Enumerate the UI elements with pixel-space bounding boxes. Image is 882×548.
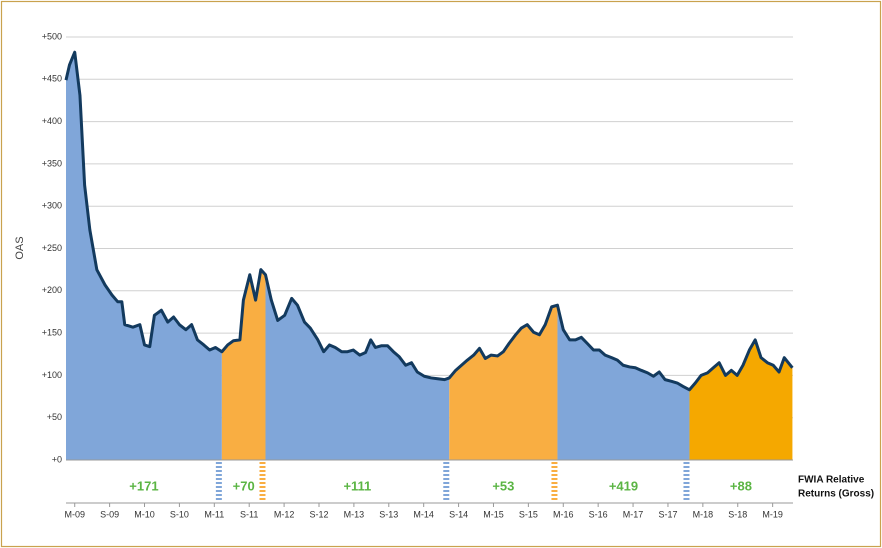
x-tick-label: M-09 <box>64 509 85 519</box>
x-tick-label: S-12 <box>309 509 328 519</box>
returns-legend: FWIA Relative <box>798 475 865 486</box>
y-tick-label: +300 <box>42 201 62 211</box>
return-label: +111 <box>343 478 371 493</box>
region-fill <box>221 269 266 460</box>
x-tick-label: M-16 <box>553 509 574 519</box>
x-tick-label: M-12 <box>274 509 295 519</box>
region-fill <box>265 274 450 460</box>
y-tick-label: +500 <box>42 31 62 41</box>
return-label: +53 <box>492 478 514 493</box>
x-tick-label: S-11 <box>240 509 258 519</box>
region-fill <box>557 305 690 460</box>
y-tick-label: +0 <box>52 454 62 464</box>
y-tick-label: +100 <box>42 370 62 380</box>
oas-line <box>64 50 794 392</box>
y-tick-label: +400 <box>42 116 62 126</box>
x-tick-label: S-15 <box>519 509 538 519</box>
x-tick-label: S-16 <box>589 509 608 519</box>
region-fill <box>449 305 558 460</box>
return-label: +171 <box>129 478 158 493</box>
x-tick-label: M-14 <box>413 509 434 519</box>
x-tick-label: M-11 <box>204 509 224 519</box>
returns-legend: Returns (Gross) <box>798 489 874 500</box>
y-tick-label: +150 <box>42 327 62 337</box>
y-tick-label: +200 <box>42 285 62 295</box>
y-tick-label: +450 <box>42 74 62 84</box>
region-fill <box>66 52 222 461</box>
region-fill <box>689 339 793 460</box>
x-tick-label: S-13 <box>379 509 398 519</box>
return-label: +419 <box>609 478 638 493</box>
y-axis-title: OAS <box>14 236 26 259</box>
y-tick-label: +50 <box>47 412 62 422</box>
return-label: +70 <box>233 478 255 493</box>
x-tick-label: M-10 <box>134 509 155 519</box>
x-tick-label: S-09 <box>100 509 119 519</box>
x-tick-label: M-19 <box>762 509 783 519</box>
x-tick-label: M-15 <box>483 509 504 519</box>
x-tick-label: M-13 <box>344 509 365 519</box>
y-tick-label: +350 <box>42 158 62 168</box>
x-tick-label: S-10 <box>170 509 189 519</box>
y-tick-label: +250 <box>42 243 62 253</box>
x-tick-label: M-18 <box>693 509 714 519</box>
x-tick-label: S-17 <box>658 509 677 519</box>
x-tick-label: S-14 <box>449 509 468 519</box>
x-tick-label: M-17 <box>623 509 644 519</box>
return-label: +88 <box>730 478 752 493</box>
x-tick-label: S-18 <box>728 509 747 519</box>
